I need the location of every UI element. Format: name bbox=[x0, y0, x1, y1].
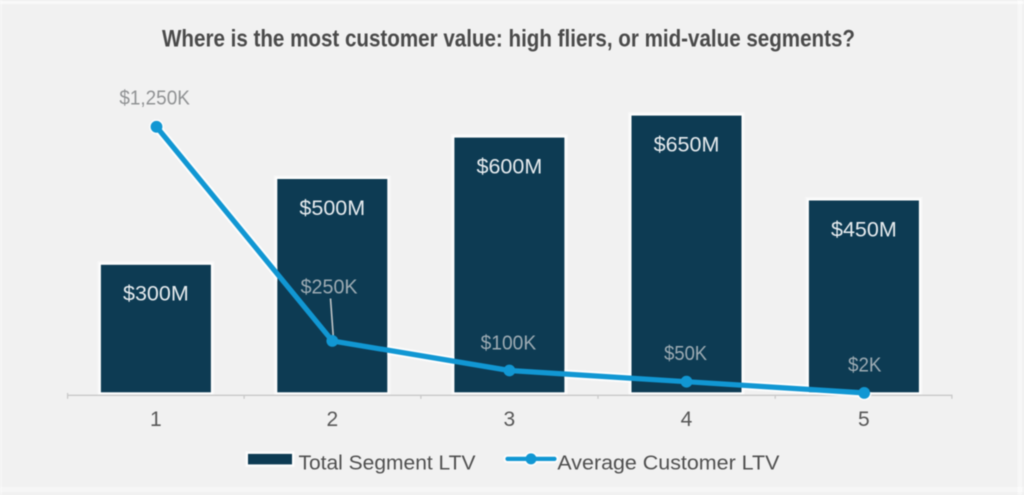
svg-text:2: 2 bbox=[326, 408, 338, 431]
svg-text:3: 3 bbox=[504, 408, 516, 431]
svg-text:$500M: $500M bbox=[299, 196, 365, 220]
svg-text:$50K: $50K bbox=[664, 343, 708, 365]
svg-text:Where is the most customer val: Where is the most customer value: high f… bbox=[162, 25, 855, 52]
svg-text:Total Segment LTV: Total Segment LTV bbox=[299, 453, 477, 475]
svg-text:4: 4 bbox=[681, 408, 693, 431]
svg-text:Average Customer LTV: Average Customer LTV bbox=[557, 453, 780, 475]
svg-text:1: 1 bbox=[150, 408, 162, 431]
svg-text:5: 5 bbox=[858, 408, 870, 431]
svg-text:$300M: $300M bbox=[123, 282, 189, 306]
svg-text:$250K: $250K bbox=[301, 276, 359, 298]
svg-text:$100K: $100K bbox=[481, 333, 537, 355]
svg-text:$450M: $450M bbox=[831, 217, 897, 241]
svg-text:$1,250K: $1,250K bbox=[119, 88, 190, 110]
svg-text:$2K: $2K bbox=[848, 355, 882, 377]
svg-text:$600M: $600M bbox=[477, 154, 543, 178]
svg-text:$650M: $650M bbox=[654, 132, 720, 156]
